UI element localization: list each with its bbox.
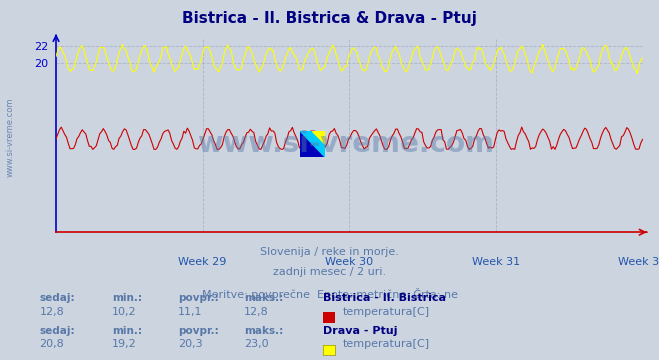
- Text: 10,2: 10,2: [112, 307, 136, 317]
- Text: Week 31: Week 31: [472, 257, 520, 267]
- Text: povpr.:: povpr.:: [178, 293, 219, 303]
- Text: sedaj:: sedaj:: [40, 293, 75, 303]
- Text: Slovenija / reke in morje.: Slovenija / reke in morje.: [260, 247, 399, 257]
- Text: sedaj:: sedaj:: [40, 326, 75, 336]
- Text: Bistrica - Il. Bistrica & Drava - Ptuj: Bistrica - Il. Bistrica & Drava - Ptuj: [182, 11, 477, 26]
- Text: povpr.:: povpr.:: [178, 326, 219, 336]
- Text: 23,0: 23,0: [244, 339, 268, 349]
- Text: Bistrica - Il. Bistrica: Bistrica - Il. Bistrica: [323, 293, 446, 303]
- Text: www.si-vreme.com: www.si-vreme.com: [198, 130, 494, 158]
- Text: Week 30: Week 30: [325, 257, 374, 267]
- Text: Week 29: Week 29: [179, 257, 227, 267]
- Text: Meritve: povprečne  Enote: metrične  Črta: ne: Meritve: povprečne Enote: metrične Črta:…: [202, 288, 457, 300]
- Text: min.:: min.:: [112, 326, 142, 336]
- Text: 12,8: 12,8: [40, 307, 65, 317]
- Text: temperatura[C]: temperatura[C]: [343, 339, 430, 349]
- Text: min.:: min.:: [112, 293, 142, 303]
- Text: maks.:: maks.:: [244, 326, 283, 336]
- Text: 12,8: 12,8: [244, 307, 269, 317]
- Text: 20,8: 20,8: [40, 339, 65, 349]
- Text: 19,2: 19,2: [112, 339, 137, 349]
- Text: www.si-vreme.com: www.si-vreme.com: [5, 97, 14, 176]
- Text: Drava - Ptuj: Drava - Ptuj: [323, 326, 397, 336]
- Text: zadnji mesec / 2 uri.: zadnji mesec / 2 uri.: [273, 267, 386, 278]
- Text: maks.:: maks.:: [244, 293, 283, 303]
- Polygon shape: [312, 131, 325, 144]
- Text: 20,3: 20,3: [178, 339, 202, 349]
- Text: 11,1: 11,1: [178, 307, 202, 317]
- Polygon shape: [300, 131, 325, 157]
- Text: Week 32: Week 32: [618, 257, 659, 267]
- Text: temperatura[C]: temperatura[C]: [343, 307, 430, 317]
